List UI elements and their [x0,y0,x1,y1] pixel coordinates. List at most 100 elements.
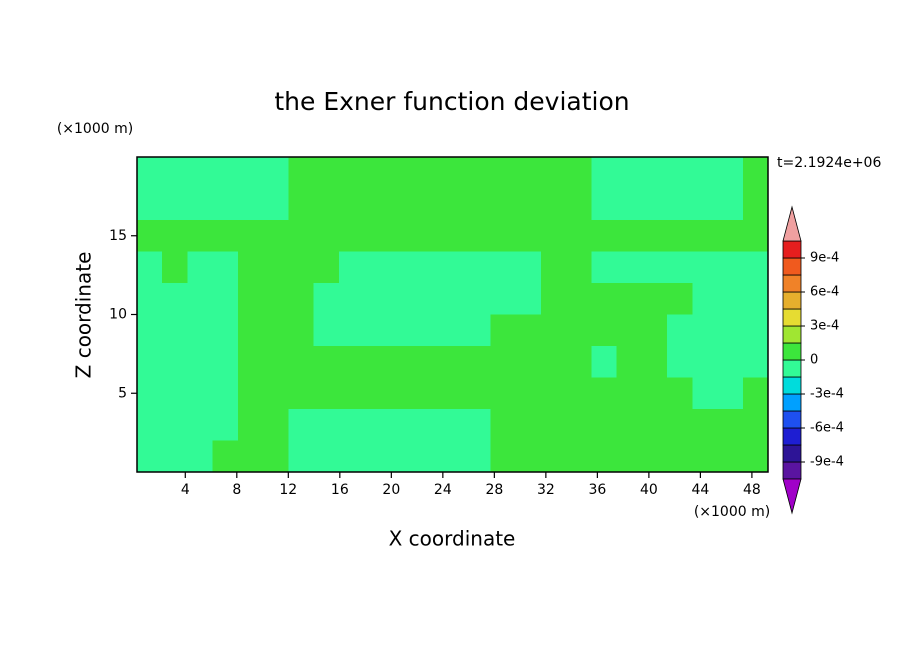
contour-cell [414,440,441,473]
contour-cell [389,220,416,253]
contour-cell [187,251,214,284]
contour-cell [616,377,643,410]
contour-cell [414,251,441,284]
contour-cell [364,440,390,473]
contour-cell [288,440,315,473]
contour-cell [364,314,390,347]
contour-cell [137,157,163,190]
contour-cell [162,440,189,473]
contour-cell [465,440,491,473]
contour-cell [515,440,542,473]
contour-cell [566,314,592,347]
contour-cell [641,440,668,473]
colorbar-box [782,444,802,463]
colorbar-under [782,478,802,515]
contour-cell [692,251,719,284]
contour-cell [540,283,567,316]
contour-cell [616,409,643,442]
colorbar-label: 3e-4 [810,319,839,334]
contour-cell [490,188,517,221]
contour-cell [465,346,491,379]
contour-cell [439,157,466,190]
contour-cell [667,157,693,190]
contour-cell [515,188,542,221]
x-tick-label: 48 [743,482,761,498]
contour-cell [540,377,567,410]
contour-cell [313,251,340,284]
contour-cell [591,283,618,316]
contour-cell [591,251,618,284]
contour-cell [591,188,618,221]
contour-cell [566,283,592,316]
contour-cell [162,283,189,316]
contour-cell [237,440,264,473]
contour-cell [566,251,592,284]
contour-cell [439,377,466,410]
contour-cell [616,314,643,347]
contour-cell [540,157,567,190]
contour-cell [540,251,567,284]
contour-cell [237,157,264,190]
contour-cell [566,346,592,379]
colorbar-over [782,205,802,242]
contour-cell [364,377,390,410]
contour-cell [717,283,744,316]
contour-cell [288,283,315,316]
annotation: t=2.1924e+06 [777,155,881,171]
contour-cell [591,314,618,347]
contour-cell [137,314,163,347]
contour-cell [364,346,390,379]
contour-cell [692,346,719,379]
colorbar-box [782,308,802,327]
contour-cell [641,346,668,379]
contour-cell [288,251,315,284]
contour-cell [212,440,239,473]
contour-cell [566,409,592,442]
contour-cell [162,251,189,284]
colorbar-box [782,410,802,429]
contour-cell [742,377,769,410]
contour-cell [313,283,340,316]
contour-cell [187,220,214,253]
contour-cell [515,346,542,379]
contour-cell [717,440,744,473]
colorbar-label: 0 [810,353,818,368]
x-unit: (×1000 m) [694,504,770,520]
contour-cell [162,346,189,379]
colorbar-box [782,427,802,446]
contour-cell [641,220,668,253]
contour-cell [616,346,643,379]
contour-cell [414,346,441,379]
x-tick-label: 8 [232,482,241,498]
contour-cell [162,188,189,221]
contour-cell [591,157,618,190]
contour-cell [742,283,769,316]
contour-cell [263,251,290,284]
contour-cell [641,283,668,316]
contour-cell [364,283,390,316]
contour-cell [490,409,517,442]
contour-cell [187,188,214,221]
contour-cell [212,157,239,190]
colorbar-label: 6e-4 [810,285,839,300]
contour-cell [263,283,290,316]
contour-cell [515,283,542,316]
contour-cell [212,283,239,316]
contour-cell [137,283,163,316]
contour-cell [414,157,441,190]
contour-cell [667,220,693,253]
contour-cell [717,314,744,347]
contour-cell [439,220,466,253]
contour-cell [616,283,643,316]
contour-cell [263,314,290,347]
contour-cell [338,188,365,221]
contour-cell [389,346,416,379]
contour-cell [439,346,466,379]
contour-cell [692,314,719,347]
contour-cell [162,409,189,442]
contour-cell [389,157,416,190]
contour-cell [717,188,744,221]
contour-cell [288,409,315,442]
contour-cell [667,346,693,379]
x-tick-label: 20 [382,482,400,498]
